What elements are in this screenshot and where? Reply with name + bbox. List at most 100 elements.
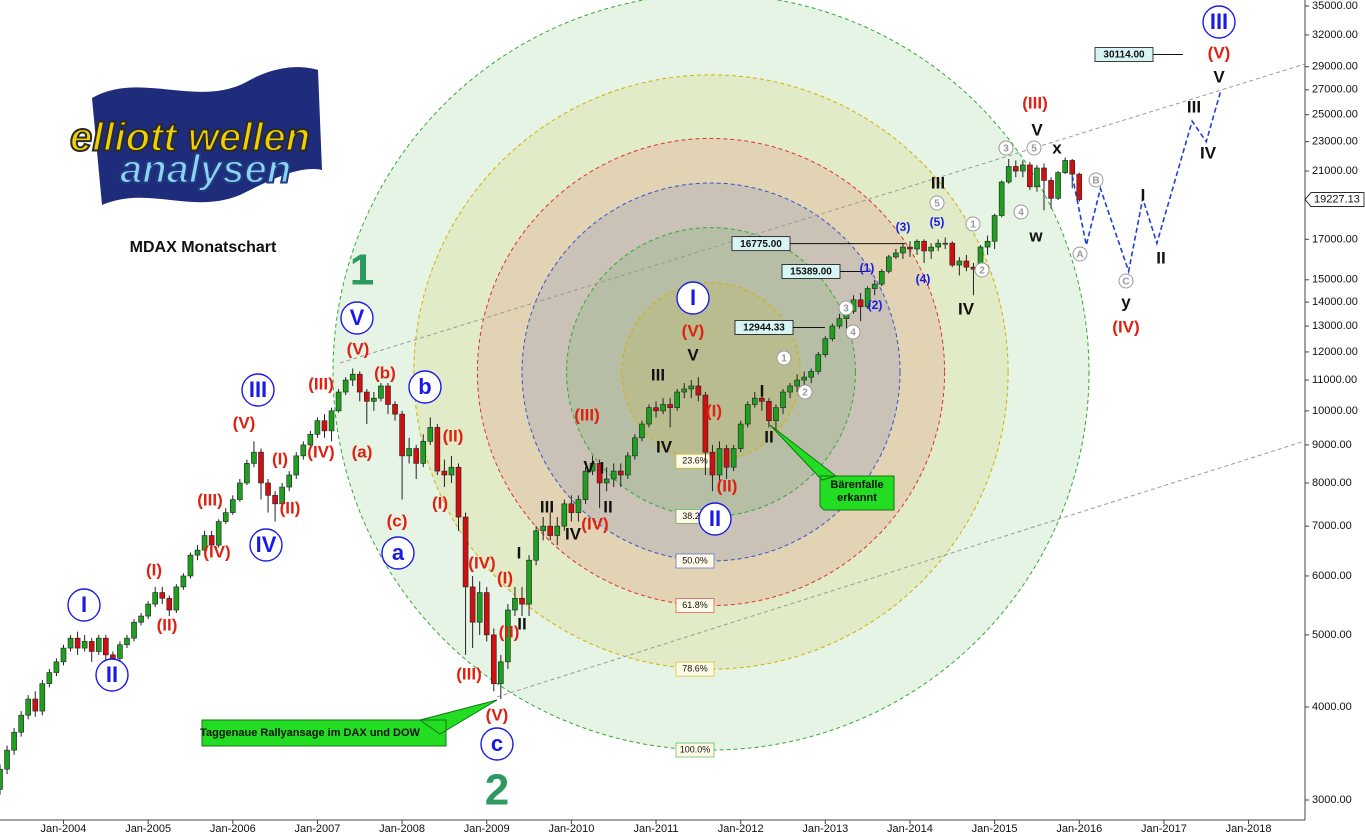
wave-label: (I): [146, 560, 162, 579]
fib-label: 61.8%: [682, 600, 708, 610]
wave-label: V: [687, 345, 699, 364]
candle-body: [385, 385, 391, 405]
wave-label: (IV): [307, 442, 334, 461]
candle-body: [88, 641, 95, 652]
candle-body: [434, 427, 441, 472]
wave-label: (4): [916, 272, 931, 286]
wave-circle: [929, 195, 945, 211]
x-tick-label: Jan-2016: [1056, 823, 1102, 835]
wave-label: (IV): [203, 542, 230, 561]
candle-body: [399, 413, 405, 457]
logo-line2: analysen: [120, 148, 291, 192]
candle-body: [674, 391, 680, 408]
wave-label: (III): [574, 405, 600, 424]
candle-body: [469, 586, 476, 623]
candle-body: [653, 407, 659, 412]
candle-body: [766, 401, 772, 422]
candle-body: [237, 482, 243, 500]
candle-body: [730, 448, 737, 468]
wave-circle: [381, 536, 415, 570]
wave-label: 4: [850, 328, 856, 339]
candle-body: [279, 486, 285, 505]
y-tick-label: 14000.00: [1312, 296, 1358, 308]
candle-body: [512, 597, 518, 611]
wave-circle: [1072, 246, 1088, 262]
y-tick-label: 5000.00: [1312, 629, 1352, 641]
candle-body: [547, 525, 554, 536]
candle-body: [103, 637, 109, 656]
candle-body: [540, 525, 546, 532]
candle-body: [723, 448, 730, 468]
candle-body: [907, 246, 913, 250]
last-price-tag: [1304, 192, 1365, 207]
wave-label: 4: [1018, 208, 1024, 219]
candle-body: [702, 394, 709, 453]
candle-body: [74, 637, 81, 649]
candle-body: [364, 391, 370, 402]
wave-label: (b): [374, 363, 396, 382]
wave-label: III: [651, 365, 665, 384]
candle-body: [265, 482, 271, 496]
wave-label: 3: [1003, 144, 1009, 155]
wave-label: (I): [497, 568, 513, 587]
y-tick-label: 10000.00: [1312, 405, 1358, 417]
wave-label: II: [709, 506, 721, 531]
candle-body: [67, 637, 74, 649]
wave-label: V: [1213, 67, 1225, 86]
wave-label: 5: [1031, 144, 1037, 155]
candle-body: [871, 283, 878, 289]
candle-body: [448, 466, 455, 476]
y-tick-label: 29000.00: [1312, 61, 1358, 73]
candle-body: [1020, 164, 1026, 172]
wave-circle: [1202, 5, 1236, 39]
candle-body: [808, 371, 815, 378]
candle-body: [1062, 160, 1068, 173]
candle-body: [751, 397, 758, 405]
wave-label: C: [1122, 277, 1129, 288]
wave-circle: [1026, 140, 1042, 156]
callout-text: erkannt: [837, 492, 877, 504]
candle-body: [455, 466, 462, 518]
price-tag-label: 12944.33: [743, 323, 785, 334]
fib-label-box: [675, 598, 715, 613]
candle-body: [935, 242, 941, 248]
candle-body: [4, 749, 10, 770]
candle-body: [688, 385, 695, 390]
wave-circle: [67, 588, 101, 622]
candle-body: [568, 503, 575, 513]
wave-label: IV: [256, 532, 277, 557]
wave-label: III: [1210, 9, 1228, 34]
y-tick-label: 9000.00: [1312, 439, 1352, 451]
x-tick-label: Jan-2012: [718, 823, 764, 835]
x-tick-label: Jan-2004: [41, 823, 87, 835]
wave-circle: [95, 658, 129, 692]
wave-label: (V): [233, 413, 256, 432]
candle-body: [378, 385, 384, 399]
candle-body: [321, 420, 328, 432]
fib-label: 23.6%: [682, 456, 708, 466]
wave-label: (IV): [468, 553, 495, 572]
candle-body: [46, 672, 53, 684]
y-tick-label: 35000.00: [1312, 0, 1358, 12]
price-tag-box: [781, 264, 841, 279]
wave-label: I: [600, 458, 605, 477]
candle-body: [1069, 160, 1076, 175]
wave-label: (III): [197, 490, 223, 509]
wave-label: III: [249, 377, 267, 402]
candle-body: [709, 451, 716, 476]
callout-shape: [769, 424, 895, 511]
candle-body: [208, 535, 215, 546]
wave-circle: [1118, 273, 1134, 289]
candle-body: [1034, 167, 1040, 188]
candle-body: [575, 499, 582, 513]
candle-body: [300, 444, 307, 457]
candle-body: [293, 455, 300, 476]
candle-body: [462, 516, 469, 588]
candle-body: [490, 634, 497, 684]
y-tick-label: 32000.00: [1312, 29, 1358, 41]
candle-body: [1012, 166, 1019, 172]
candle-body: [900, 246, 906, 254]
fibonacci-circles: 100.0% 78.6% 61.8% 50.0% 38.2% 23.6%: [332, 0, 1090, 758]
wave-label: (II): [717, 476, 738, 495]
candle-body: [815, 354, 822, 372]
